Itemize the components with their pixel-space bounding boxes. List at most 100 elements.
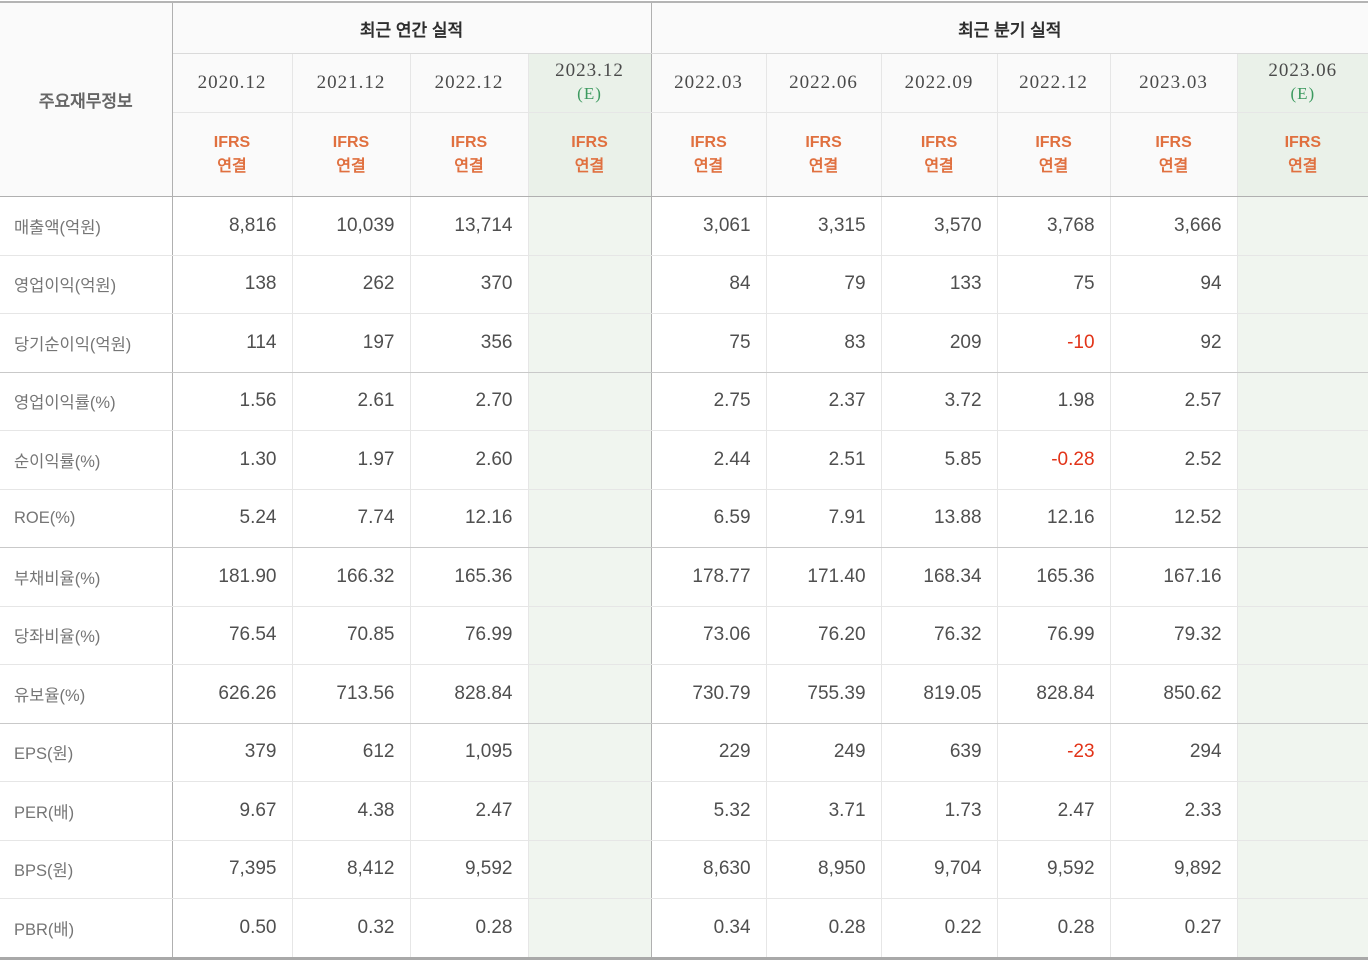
table-row: 당기순이익(억원) 114 197 356 75 83 209 -10 92 — [0, 313, 1368, 373]
forecast-empty-cell — [1237, 606, 1368, 665]
forecast-empty-cell — [528, 489, 652, 548]
value-cell: 262 — [292, 255, 411, 314]
forecast-empty-cell — [528, 196, 652, 256]
value-cell: -10 — [997, 313, 1111, 373]
ifrs-label-line2: 연결 — [336, 157, 366, 175]
ifrs-label-line1: IFRS — [690, 134, 727, 152]
value-cell: 1,095 — [410, 723, 529, 782]
value-cell: 79.32 — [1110, 606, 1238, 665]
value-cell: 197 — [292, 313, 411, 373]
ifrs-label-line1: IFRS — [805, 134, 842, 152]
value-cell: 2.44 — [651, 430, 767, 490]
value-cell: 3,768 — [997, 196, 1111, 256]
column-date: 2023.06 — [1268, 60, 1338, 82]
value-cell: 13,714 — [410, 196, 529, 256]
value-cell: 79 — [766, 255, 882, 314]
value-cell: 9.67 — [172, 781, 293, 841]
value-cell: 626.26 — [172, 664, 293, 724]
value-cell: 1.30 — [172, 430, 293, 490]
value-cell: 12.52 — [1110, 489, 1238, 548]
value-cell: 730.79 — [651, 664, 767, 724]
column-date-header: 2021.12 — [292, 53, 411, 113]
row-label: 당좌비율(%) — [0, 606, 173, 665]
value-cell: 8,412 — [292, 840, 411, 899]
table-row: 부채비율(%) 181.90 166.32 165.36 178.77 171.40 168… — [0, 547, 1368, 607]
value-cell: 8,950 — [766, 840, 882, 899]
estimate-marker: (E) — [577, 84, 602, 103]
column-date: 2022.06 — [789, 71, 858, 93]
value-cell: 178.77 — [651, 547, 767, 607]
ifrs-consolidated-header: IFRS 연결 — [881, 112, 998, 197]
value-cell: 1.56 — [172, 372, 293, 431]
ifrs-label-line1: IFRS — [1284, 134, 1322, 152]
estimate-marker: (E) — [1290, 84, 1316, 103]
table-row: 매출액(억원) 8,816 10,039 13,714 3,061 3,315 3,570 3… — [0, 196, 1368, 256]
forecast-empty-cell — [1237, 547, 1368, 607]
value-cell: 12.16 — [410, 489, 529, 548]
column-date: 2022.12 — [434, 71, 504, 93]
ifrs-label-line1: IFRS — [213, 134, 251, 152]
value-cell: 75 — [651, 313, 767, 373]
value-cell: 8,816 — [172, 196, 293, 256]
forecast-empty-cell — [528, 255, 652, 314]
value-cell: 2.61 — [292, 372, 411, 431]
value-cell: 612 — [292, 723, 411, 782]
value-cell: 165.36 — [410, 547, 529, 607]
column-date-header: 2022.03 — [651, 53, 767, 113]
forecast-empty-cell — [528, 430, 652, 490]
row-label: 유보율(%) — [0, 664, 173, 724]
value-cell: 2.52 — [1110, 430, 1238, 490]
column-date-header: 2020.12 — [172, 53, 293, 113]
column-date: 2022.09 — [904, 71, 974, 93]
ifrs-label-line2: 연결 — [1038, 157, 1069, 175]
ifrs-consolidated-header: IFRS 연결 — [172, 112, 293, 197]
row-label: 순이익률(%) — [0, 430, 173, 490]
value-cell: -0.28 — [997, 430, 1111, 490]
value-cell: 3,315 — [766, 196, 882, 256]
value-cell: 249 — [766, 723, 882, 782]
value-cell: 379 — [172, 723, 293, 782]
value-cell: 3,666 — [1110, 196, 1238, 256]
value-cell: 0.28 — [410, 898, 529, 959]
forecast-empty-cell — [528, 547, 652, 607]
value-cell: 138 — [172, 255, 293, 314]
value-cell: 5.32 — [651, 781, 767, 841]
value-cell: 171.40 — [766, 547, 882, 607]
ifrs-consolidated-header: IFRS 연결 — [410, 112, 529, 197]
value-cell: 9,592 — [410, 840, 529, 899]
value-cell: 166.32 — [292, 547, 411, 607]
table-row: PER(배) 9.67 4.38 2.47 5.32 3.71 1.73 2.47 2.33 — [0, 781, 1368, 841]
forecast-empty-cell — [1237, 781, 1368, 841]
annual-group-header: 최근 연간 실적 — [172, 2, 652, 54]
value-cell: 828.84 — [997, 664, 1111, 724]
value-cell: 1.73 — [881, 781, 998, 841]
column-date-header: 2022.12 — [410, 53, 529, 113]
forecast-empty-cell — [1237, 255, 1368, 314]
value-cell: 165.36 — [997, 547, 1111, 607]
forecast-empty-cell — [528, 606, 652, 665]
value-cell: 76.32 — [881, 606, 998, 665]
ifrs-label-line2: 연결 — [693, 157, 724, 175]
value-cell: 0.34 — [651, 898, 767, 959]
value-cell: 713.56 — [292, 664, 411, 724]
value-cell: 94 — [1110, 255, 1238, 314]
value-cell: 2.33 — [1110, 781, 1238, 841]
row-label: BPS(원) — [0, 840, 173, 899]
value-cell: 70.85 — [292, 606, 411, 665]
value-cell: 2.57 — [1110, 372, 1238, 431]
value-cell: -23 — [997, 723, 1111, 782]
ifrs-label-line2: 연결 — [217, 157, 247, 175]
value-cell: 168.34 — [881, 547, 998, 607]
value-cell: 75 — [997, 255, 1111, 314]
forecast-empty-cell — [1237, 430, 1368, 490]
forecast-empty-cell — [528, 664, 652, 724]
table-row: ROE(%) 5.24 7.74 12.16 6.59 7.91 13.88 12.16 12.… — [0, 489, 1368, 548]
value-cell: 229 — [651, 723, 767, 782]
value-cell: 76.54 — [172, 606, 293, 665]
column-date: 2023.12 — [555, 60, 624, 82]
value-cell: 2.75 — [651, 372, 767, 431]
ifrs-label-line1: IFRS — [920, 134, 958, 152]
column-date-header: 2023.12 (E) — [528, 53, 652, 113]
